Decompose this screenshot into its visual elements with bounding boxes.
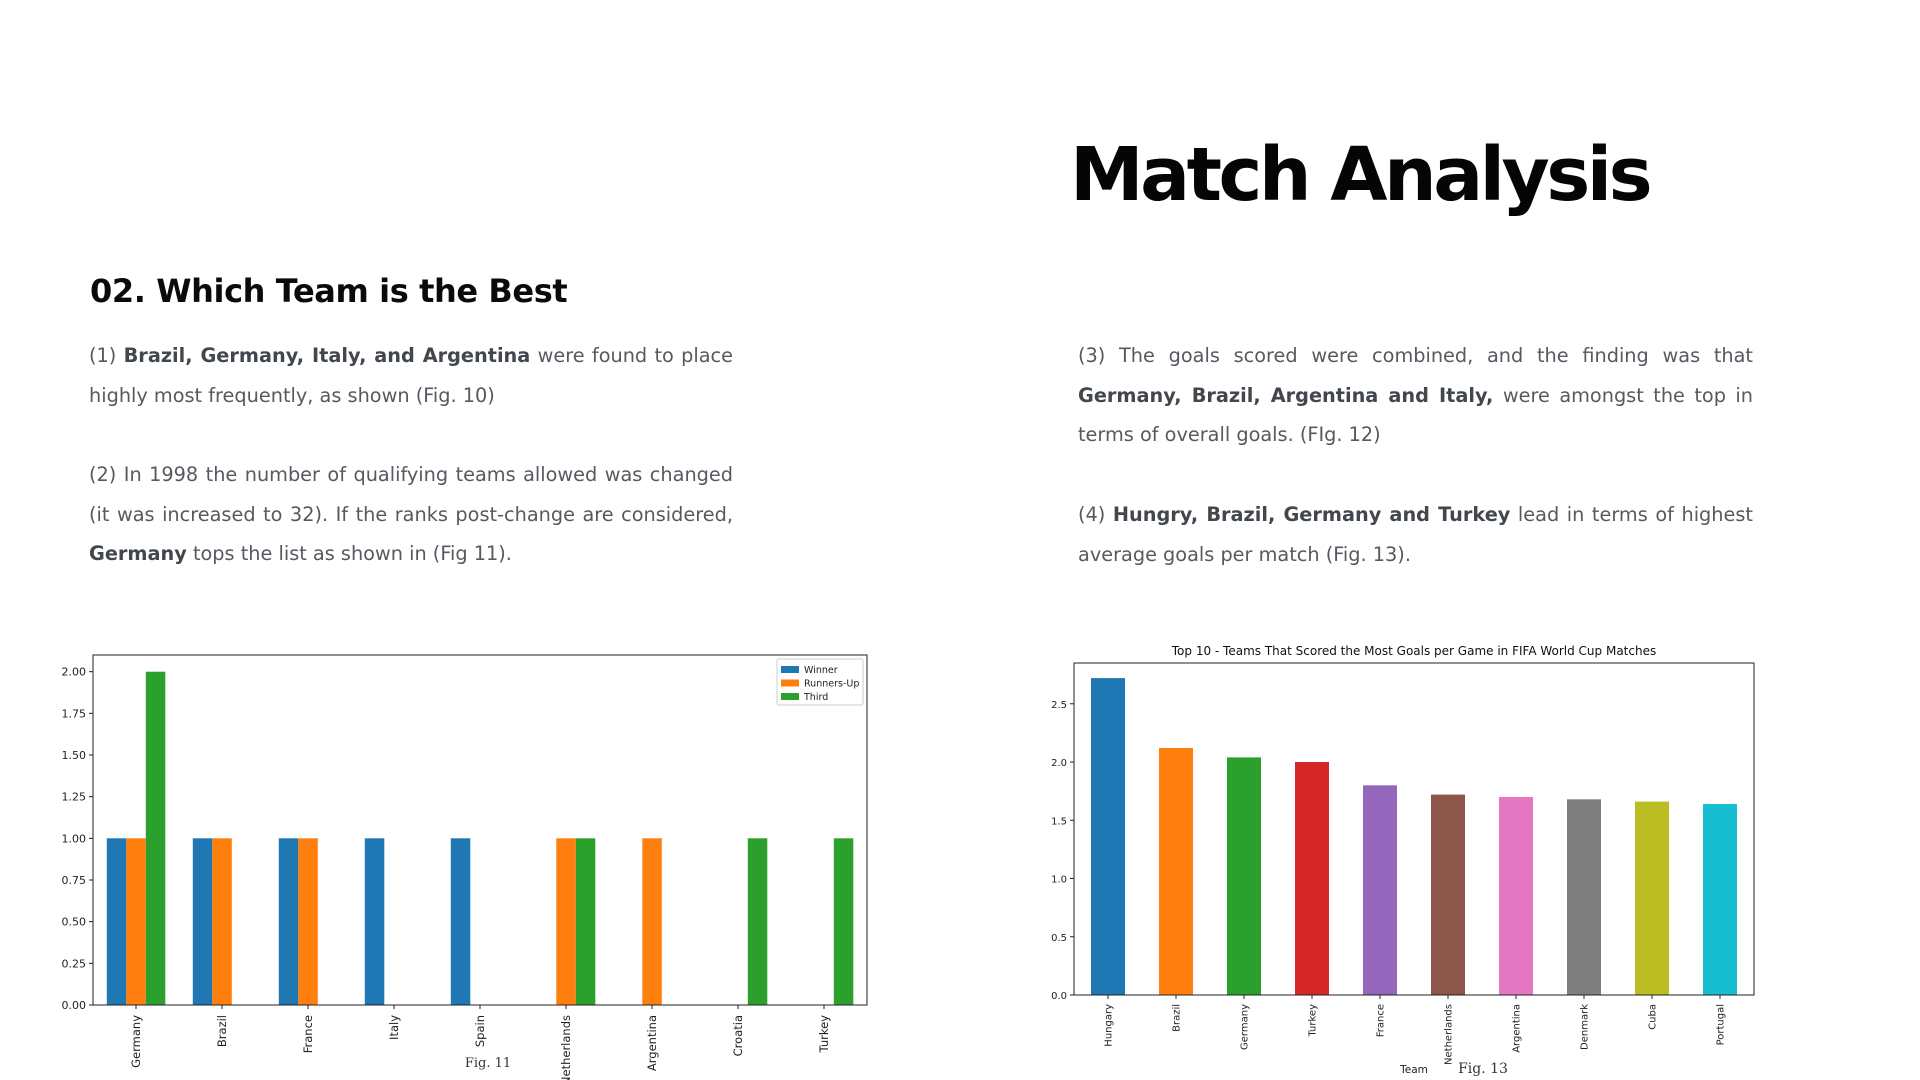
slide-title: Match Analysis [1070, 132, 1653, 218]
fig13-xtick-label: Portugal [1716, 1004, 1727, 1045]
fig13-xtick-label: France [1376, 1004, 1387, 1037]
fig13-ytick-label: 2.0 [1051, 758, 1067, 769]
fig11-xtick-label: France [301, 1015, 315, 1053]
fig11-bar-winner-germany [106, 838, 127, 1005]
fig13-ytick-label: 2.5 [1051, 700, 1067, 711]
fig11-bar-third-croatia [747, 838, 768, 1005]
fig11-xtick-label: Italy [387, 1015, 401, 1040]
paragraph-3-suffix: were amongst the top in terms of overall… [1078, 383, 1754, 447]
fig13-ytick-label: 1.0 [1051, 875, 1067, 886]
fig13-xtick-label: Denmark [1580, 1004, 1591, 1050]
fig11-ytick-label: 0.75 [62, 874, 87, 887]
fig11-legend-swatch [781, 679, 799, 687]
fig13-ytick-label: 1.5 [1051, 816, 1067, 827]
fig11-legend-label: Third [803, 692, 828, 703]
fig13-bar-hungary [1091, 678, 1125, 995]
paragraph-3-bold: Germany, Brazil, Argentina and Italy, [1078, 383, 1494, 407]
fig11-bar-winner-brazil [192, 838, 213, 1005]
fig11-bar-runners-up-netherlands [556, 838, 576, 1005]
fig11-legend-label: Winner [804, 665, 838, 676]
fig13-ytick-label: 0.0 [1051, 991, 1067, 1002]
fig13-xlabel: Team [1399, 1064, 1428, 1076]
paragraph-4-suffix: lead in terms of highest average goals p… [1078, 503, 1753, 566]
fig11-bar-third-germany [145, 671, 166, 1005]
fig11-xtick-label: Croatia [731, 1015, 745, 1056]
fig13-xtick-label: Argentina [1512, 1004, 1523, 1053]
fig13-bar-denmark [1567, 799, 1601, 995]
fig11-xtick-label: Netherlands [559, 1015, 573, 1080]
fig13-xtick-label: Germany [1240, 1004, 1251, 1050]
fig11-bar-third-turkey [833, 838, 854, 1005]
fig11-chart: 0.00 0.25 0.50 0.75 1.00 1.25 1.50 1.75 2.00 Germ… [62, 654, 868, 1080]
fig13-bar-argentina [1499, 797, 1533, 995]
fig13-xtick-label: Turkey [1308, 1004, 1319, 1038]
fig13-bar-portugal [1703, 804, 1737, 995]
fig11-bar-runners-up-france [298, 838, 318, 1005]
paragraph-2: (2) In 1998 the number of qualifying tea… [89, 455, 733, 574]
fig11-legend-swatch [781, 666, 799, 673]
fig11-bar-runners-up-argentina [642, 838, 662, 1005]
fig13-bar-germany [1227, 757, 1261, 995]
fig11-xtick-label: Germany [129, 1015, 143, 1068]
fig13-bar-netherlands [1431, 794, 1465, 995]
fig11-bar-third-netherlands [575, 838, 596, 1005]
fig11-caption: Fig. 11 [465, 1056, 511, 1071]
paragraph-4: (4) Hungry, Brazil, Germany and Turkey l… [1078, 495, 1753, 574]
fig11-bar-winner-italy [364, 838, 385, 1005]
fig13-xtick-label: Cuba [1648, 1004, 1659, 1030]
fig11-legend-swatch [781, 693, 799, 700]
paragraph-2-suffix: tops the list as shown in (Fig 11). [186, 542, 512, 565]
paragraph-1-prefix: (1) [89, 344, 124, 367]
fig11-ytick-label: 1.00 [62, 832, 87, 845]
fig11-ytick-label: 0.00 [62, 999, 87, 1012]
fig11-bar-runners-up-germany [126, 838, 146, 1005]
fig11-bar-runners-up-brazil [212, 838, 232, 1005]
fig13-title: Top 10 - Teams That Scored the Most Goal… [1171, 644, 1656, 658]
fig11-ytick-label: 0.50 [62, 916, 87, 929]
paragraph-1-suffix: were found to place highly most frequent… [89, 344, 733, 407]
fig11-xtick-label: Turkey [817, 1015, 831, 1054]
paragraph-2-prefix: (2) In 1998 the number of qualifying tea… [89, 463, 733, 526]
fig13-bar-brazil [1159, 748, 1193, 995]
fig11-xtick-label: Argentina [645, 1015, 659, 1071]
paragraph-3: (3) The goals scored were combined, and … [1078, 336, 1753, 455]
fig13-xtick-label: Hungary [1104, 1004, 1115, 1047]
fig11-legend-label: Runners-Up [804, 679, 859, 690]
fig13-bar-cuba [1635, 801, 1669, 995]
paragraph-3-prefix: (3) The goals scored were combined, and … [1078, 344, 1753, 367]
fig11-ytick-label: 1.25 [62, 791, 87, 804]
fig11-ytick-label: 2.00 [62, 666, 87, 679]
fig11-ytick-label: 0.25 [62, 957, 87, 970]
section-heading: 02. Which Team is the Best [90, 272, 568, 310]
fig11-bar-winner-france [278, 838, 299, 1005]
fig11-xtick-label: Spain [473, 1015, 487, 1047]
paragraph-1-bold: Brazil, Germany, Italy, and Argentina [123, 344, 531, 367]
paragraph-4-prefix: (4) [1078, 503, 1113, 526]
fig13-caption: Fig. 13 [1458, 1061, 1508, 1077]
paragraph-2-bold: Germany [89, 542, 187, 565]
fig13-chart: Top 10 - Teams That Scored the Most Goal… [1051, 644, 1755, 1077]
fig13-ytick-label: 0.5 [1051, 933, 1067, 944]
fig13-xtick-label: Brazil [1172, 1004, 1183, 1032]
fig13-axes-frame [1073, 662, 1755, 996]
fig13-xtick-label: Netherlands [1444, 1004, 1455, 1065]
fig11-ytick-label: 1.50 [62, 749, 87, 762]
paragraph-1: (1) Brazil, Germany, Italy, and Argentin… [89, 336, 733, 415]
fig13-bar-turkey [1295, 762, 1329, 995]
paragraph-4-bold: Hungry, Brazil, Germany and Turkey [1112, 503, 1511, 526]
fig11-ytick-label: 1.75 [62, 707, 87, 720]
fig13-bar-france [1363, 785, 1397, 995]
fig11-xtick-label: Brazil [215, 1015, 229, 1047]
fig11-bar-winner-spain [450, 838, 471, 1005]
